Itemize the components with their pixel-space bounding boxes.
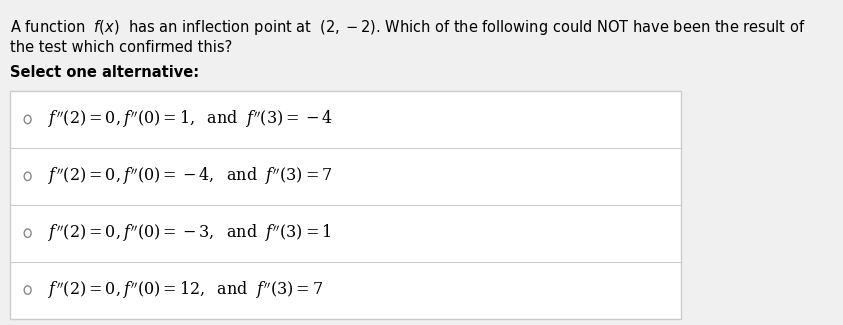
Text: $f''(2) = 0, f''(0) = 1,\;$ and $\; f''(3) = -4$: $f''(2) = 0, f''(0) = 1,\;$ and $\; f''(… [48, 109, 333, 130]
FancyBboxPatch shape [10, 91, 680, 318]
Text: Select one alternative:: Select one alternative: [10, 65, 200, 80]
Text: $f''(2) = 0, f''(0) = -4,\;$ and $\; f''(3) = 7$: $f''(2) = 0, f''(0) = -4,\;$ and $\; f''… [48, 166, 333, 187]
Text: $f''(2) = 0, f''(0) = -3,\;$ and $\; f''(3) = 1$: $f''(2) = 0, f''(0) = -3,\;$ and $\; f''… [48, 223, 332, 244]
Text: A function  $f(x)$  has an inflection point at  $(2, -2)$. Which of the followin: A function $f(x)$ has an inflection poin… [10, 18, 806, 37]
Text: the test which confirmed this?: the test which confirmed this? [10, 40, 233, 55]
Text: $f''(2) = 0, f''(0) = 12,\;$ and $\; f''(3) = 7$: $f''(2) = 0, f''(0) = 12,\;$ and $\; f''… [48, 280, 324, 301]
